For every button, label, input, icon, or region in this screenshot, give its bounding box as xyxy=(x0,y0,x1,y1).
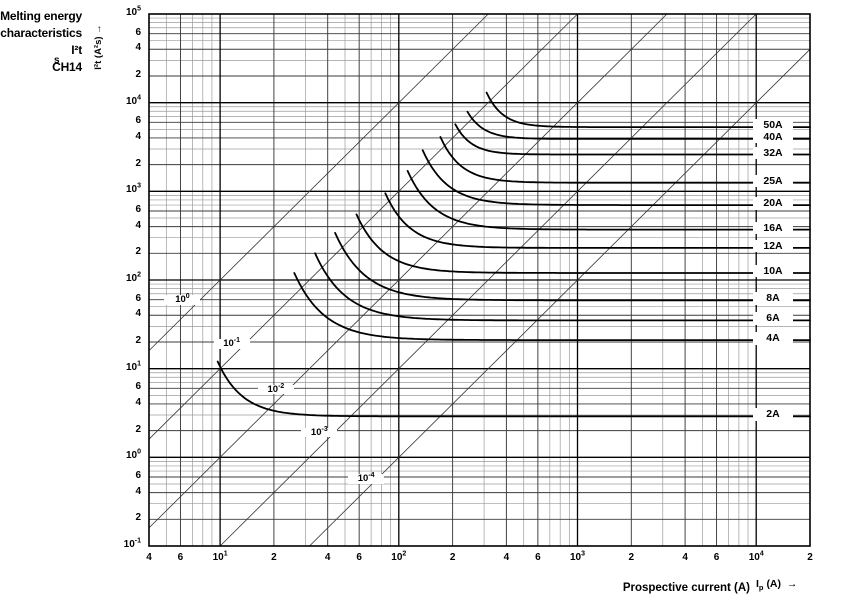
exponent: -3 xyxy=(321,425,328,433)
exponent: 2 xyxy=(402,550,407,558)
x-tick-label-2: 2 xyxy=(807,552,813,563)
exponent: 2 xyxy=(137,271,141,279)
time-line-label-10-2: 10-2 xyxy=(257,382,294,395)
exponent: -2 xyxy=(278,382,285,390)
x-axis-label: Prospective current (A) xyxy=(622,582,750,594)
y-tick-label-6: 6 xyxy=(135,381,141,393)
exponent: -4 xyxy=(368,471,375,479)
exponent: 4 xyxy=(137,94,141,102)
y-tick-label-2: 2 xyxy=(135,157,141,169)
chart-title: Melting energy characteristics I²t CH14 xyxy=(0,8,82,76)
x-tick-label-4: 4 xyxy=(503,552,510,563)
y-tick-label-4: 4 xyxy=(135,130,141,142)
time-line-10^-3 xyxy=(219,13,757,547)
fuse-rating-label-40A: 40A xyxy=(753,130,793,144)
y-tick-label-4: 4 xyxy=(135,485,141,497)
fuse-curve-8A xyxy=(334,232,811,302)
exponent: -1 xyxy=(134,537,141,545)
y-tick-label-100: 100 xyxy=(125,449,141,462)
y-tick-label-2: 2 xyxy=(135,68,141,80)
y-tick-label-10-1: 10-1 xyxy=(123,537,141,550)
exponent: 1 xyxy=(223,550,228,558)
fuse-rating-label-25A: 25A xyxy=(753,174,793,188)
x-axis-symbol: Ip (A) → xyxy=(756,578,798,593)
exponent: 5 xyxy=(137,5,141,13)
x-axis-arrow-icon: → xyxy=(786,578,798,590)
fuse-rating-label-16A: 16A xyxy=(753,221,793,235)
x-tick-label-103: 103 xyxy=(569,550,586,563)
y-tick-label-104: 104 xyxy=(125,94,141,107)
time-line-10^-4 xyxy=(309,49,811,547)
chart-title-line3: CH14 xyxy=(52,60,82,74)
y-tick-label-2: 2 xyxy=(135,423,141,435)
y-tick-label-4: 4 xyxy=(135,219,141,231)
y-tick-label-6: 6 xyxy=(135,115,141,127)
y-tick-label-2: 2 xyxy=(135,246,141,258)
fuse-curve-2A xyxy=(216,360,811,418)
fuse-curve-12A xyxy=(384,192,811,249)
x-tick-label-2: 2 xyxy=(449,552,456,563)
x-tick-label-6: 6 xyxy=(535,552,541,563)
fuse-curve-6A xyxy=(314,252,811,322)
fuse-rating-label-8A: 8A xyxy=(753,292,793,305)
y-tick-label-4: 4 xyxy=(135,396,141,408)
chart-title-line1: Melting energy xyxy=(0,9,82,23)
time-line-label-10-3: 10-3 xyxy=(301,425,338,438)
x-tick-label-4: 4 xyxy=(324,552,331,563)
y-tick-label-6: 6 xyxy=(135,26,141,38)
x-tick-label-6: 6 xyxy=(177,552,184,563)
x-tick-label-104: 104 xyxy=(748,550,764,563)
y-tick-label-2: 2 xyxy=(135,512,141,524)
time-line-label-10-4: 10-4 xyxy=(348,471,385,484)
y-tick-label-101: 101 xyxy=(125,360,141,373)
fuse-curve-32A xyxy=(454,123,811,156)
y-tick-label-103: 103 xyxy=(125,183,141,196)
fuse-rating-label-50A: 50A xyxy=(753,119,793,132)
x-tick-label-101: 101 xyxy=(212,550,228,563)
y-tick-label-6: 6 xyxy=(135,470,141,481)
x-tick-label-4: 4 xyxy=(682,552,688,563)
y-tick-label-4: 4 xyxy=(135,308,141,320)
x-tick-label-6: 6 xyxy=(356,552,362,563)
fuse-rating-label-4A: 4A xyxy=(753,332,793,345)
exponent: 1 xyxy=(137,360,141,368)
x-tick-label-2: 2 xyxy=(628,552,635,563)
fuse-curve-10A xyxy=(355,213,811,274)
exponent: 3 xyxy=(137,183,141,190)
exponent: -1 xyxy=(233,336,240,344)
x-tick-label-6: 6 xyxy=(713,552,720,563)
fuse-rating-label-12A: 12A xyxy=(753,239,793,253)
y-tick-label-4: 4 xyxy=(135,42,141,54)
time-line-label-100: 100 xyxy=(164,293,201,305)
y-tick-label-105: 105 xyxy=(125,5,141,18)
x-tick-label-2: 2 xyxy=(271,552,277,563)
fuse-rating-label-32A: 32A xyxy=(753,146,793,160)
x-tick-label-102: 102 xyxy=(391,550,407,563)
time-line-10^-2 xyxy=(148,13,668,529)
exponent: 0 xyxy=(185,293,190,301)
y-axis-unit: s xyxy=(54,55,60,66)
time-line-10^0 xyxy=(148,13,489,351)
fuse-rating-label-10A: 10A xyxy=(753,264,793,278)
y-tick-label-6: 6 xyxy=(135,204,141,215)
fuse-rating-label-6A: 6A xyxy=(753,312,793,325)
exponent: 4 xyxy=(759,550,764,558)
fuse-rating-label-2A: 2A xyxy=(753,408,793,421)
y-tick-label-2: 2 xyxy=(135,334,141,346)
fuse-rating-label-20A: 20A xyxy=(753,197,793,210)
fuse-curve-4A xyxy=(293,272,811,341)
chart-title-line2: characteristics I²t xyxy=(0,26,82,57)
time-line-label-10-1: 10-1 xyxy=(213,336,250,349)
y-tick-label-102: 102 xyxy=(125,271,141,284)
y-tick-label-6: 6 xyxy=(135,292,141,304)
exponent: 0 xyxy=(137,449,141,456)
x-tick-label-4: 4 xyxy=(146,552,152,563)
exponent: 3 xyxy=(581,550,586,558)
plot-border xyxy=(148,13,811,547)
fuse-curve-16A xyxy=(406,170,811,231)
fuse-curve-25A xyxy=(439,136,811,184)
fuse-curve-20A xyxy=(421,149,811,206)
